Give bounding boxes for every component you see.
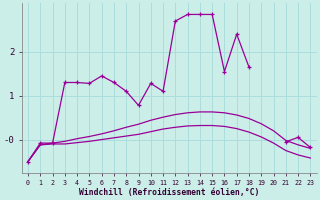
X-axis label: Windchill (Refroidissement éolien,°C): Windchill (Refroidissement éolien,°C) xyxy=(79,188,260,197)
